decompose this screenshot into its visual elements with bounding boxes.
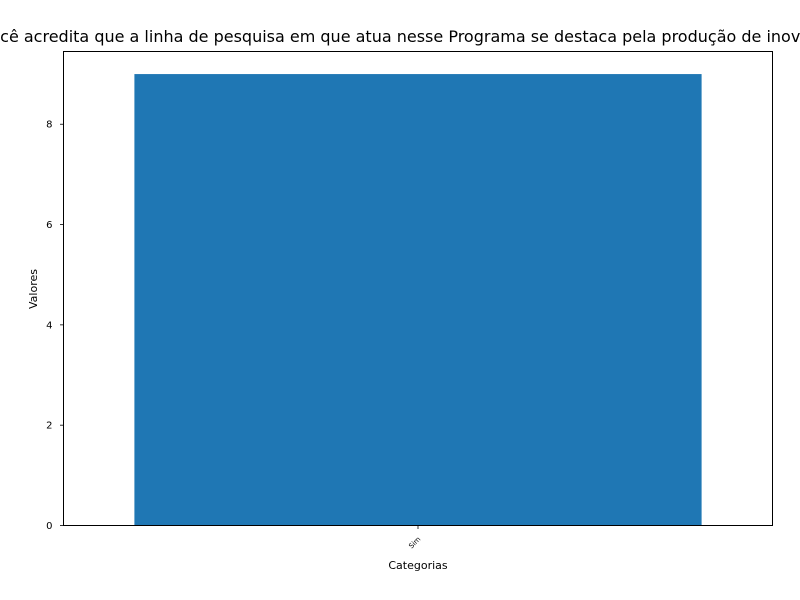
y-tick-label: 0 — [46, 521, 52, 532]
plot-area — [134, 74, 702, 526]
y-tick-label: 8 — [46, 120, 52, 131]
y-tick-label: 6 — [46, 220, 52, 231]
chart-title: Você acredita que a linha de pesquisa em… — [0, 27, 800, 46]
x-tick-label: Sim — [407, 535, 422, 550]
x-axis: Sim — [407, 525, 423, 550]
x-axis-label: Categorias — [388, 559, 448, 572]
bar-sim — [134, 74, 702, 526]
y-axis: 0 2 4 6 8 — [46, 120, 64, 532]
y-tick-label: 4 — [46, 320, 52, 331]
y-tick-label: 2 — [46, 421, 52, 432]
y-axis-label: Valores — [27, 269, 40, 309]
